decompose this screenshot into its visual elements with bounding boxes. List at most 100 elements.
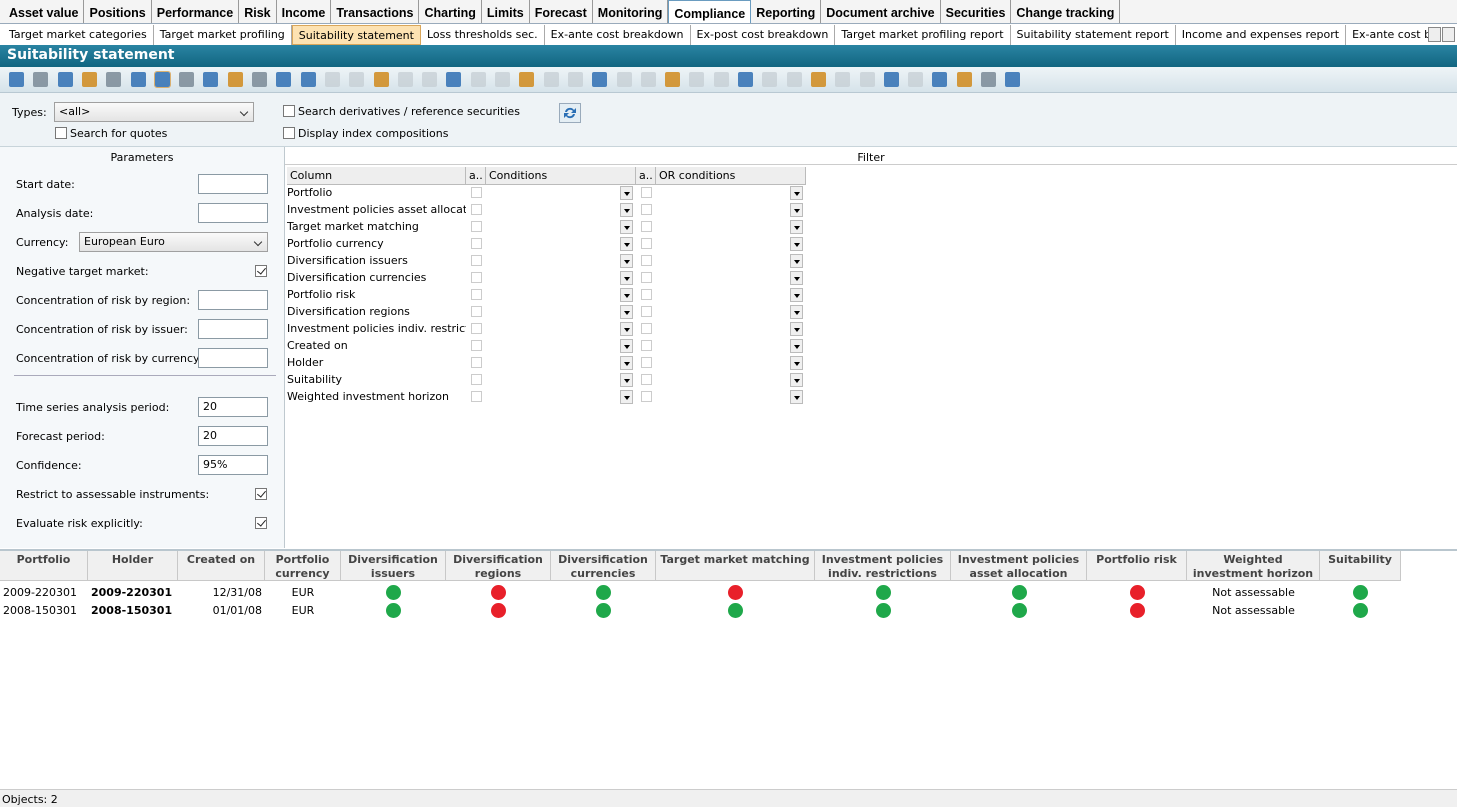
toolbar-button[interactable] — [470, 72, 486, 87]
toolbar-button[interactable] — [1005, 72, 1021, 87]
checkbox[interactable] — [641, 221, 652, 232]
column-header[interactable]: Portfolio — [0, 551, 88, 581]
main-tab[interactable]: Document archive — [821, 0, 941, 23]
scroll-left[interactable] — [1428, 27, 1441, 42]
types-select[interactable]: <all> — [54, 102, 254, 122]
text-input[interactable]: 20 — [198, 397, 268, 417]
checkbox[interactable] — [471, 238, 482, 249]
checkbox[interactable] — [641, 272, 652, 283]
toolbar-button[interactable] — [689, 72, 705, 87]
toolbar-button[interactable] — [276, 72, 292, 87]
column-header[interactable]: Created on — [178, 551, 265, 581]
toolbar-button[interactable] — [713, 72, 729, 87]
sub-tab[interactable]: Target market profiling report — [835, 25, 1011, 45]
dropdown[interactable] — [790, 220, 803, 234]
checkbox[interactable] — [255, 265, 267, 277]
column-header[interactable]: Diversification regions — [446, 551, 551, 581]
checkbox[interactable] — [471, 374, 482, 385]
toolbar-button[interactable] — [422, 72, 438, 87]
checkbox[interactable] — [641, 255, 652, 266]
toolbar-button[interactable] — [203, 72, 219, 87]
column-header[interactable]: Diversification issuers — [341, 551, 446, 581]
text-input[interactable] — [198, 319, 268, 339]
dropdown[interactable] — [620, 254, 633, 268]
main-tab[interactable]: Transactions — [331, 0, 420, 23]
dropdown[interactable] — [790, 339, 803, 353]
column-header[interactable]: Portfolio risk — [1087, 551, 1187, 581]
toolbar-button[interactable] — [227, 72, 243, 87]
checkbox[interactable] — [471, 221, 482, 232]
column-header[interactable]: Investment policies asset allocation — [951, 551, 1087, 581]
sub-tab[interactable]: Ex-ante cost breakdown report — [1346, 25, 1428, 45]
checkbox[interactable] — [471, 255, 482, 266]
toolbar-button[interactable] — [810, 72, 826, 87]
dropdown[interactable] — [620, 203, 633, 217]
toolbar-button[interactable] — [932, 72, 948, 87]
column-header[interactable]: Portfolio currency — [265, 551, 341, 581]
toolbar-button[interactable] — [908, 72, 924, 87]
text-input[interactable] — [198, 290, 268, 310]
sub-tab[interactable]: Ex-post cost breakdown — [691, 25, 836, 45]
toolbar-button[interactable] — [956, 72, 972, 87]
toolbar-button[interactable] — [300, 72, 316, 87]
toolbar-button[interactable] — [373, 72, 389, 87]
checkbox[interactable] — [471, 306, 482, 317]
dropdown[interactable] — [620, 339, 633, 353]
toolbar-button[interactable] — [592, 72, 608, 87]
toolbar-button[interactable] — [786, 72, 802, 87]
checkbox[interactable] — [255, 488, 267, 500]
toolbar-button[interactable] — [33, 72, 49, 87]
dropdown[interactable] — [790, 390, 803, 404]
checkbox[interactable] — [471, 272, 482, 283]
dropdown[interactable] — [790, 271, 803, 285]
toolbar-button[interactable] — [616, 72, 632, 87]
checkbox[interactable] — [641, 323, 652, 334]
column-header[interactable]: Holder — [88, 551, 178, 581]
dropdown[interactable] — [620, 305, 633, 319]
toolbar-button[interactable] — [349, 72, 365, 87]
checkbox[interactable] — [471, 323, 482, 334]
toolbar-button[interactable] — [495, 72, 510, 87]
dropdown[interactable] — [620, 237, 633, 251]
toolbar-button[interactable] — [397, 72, 413, 87]
select[interactable]: European Euro — [79, 232, 268, 252]
checkbox[interactable] — [641, 204, 652, 215]
text-input[interactable] — [198, 203, 268, 223]
dropdown[interactable] — [790, 203, 803, 217]
main-tab[interactable]: Performance — [152, 0, 240, 23]
text-input[interactable]: 20 — [198, 426, 268, 446]
checkbox[interactable] — [641, 374, 652, 385]
toolbar-button[interactable] — [762, 72, 778, 87]
scroll-right[interactable] — [1442, 27, 1455, 42]
dropdown[interactable] — [790, 305, 803, 319]
main-tab[interactable]: Risk — [239, 0, 277, 23]
checkbox[interactable] — [471, 391, 482, 402]
checkbox[interactable] — [641, 340, 652, 351]
checkbox[interactable] — [471, 187, 482, 198]
checkbox[interactable] — [471, 289, 482, 300]
checkbox[interactable] — [641, 391, 652, 402]
toolbar-button[interactable] — [179, 72, 195, 87]
checkbox[interactable] — [55, 127, 67, 139]
main-tab[interactable]: Asset value — [4, 0, 85, 23]
dropdown[interactable] — [790, 237, 803, 251]
toolbar-button[interactable] — [835, 72, 851, 87]
dropdown[interactable] — [620, 373, 633, 387]
toolbar-button[interactable] — [106, 72, 122, 87]
checkbox[interactable] — [471, 204, 482, 215]
refresh-button[interactable] — [559, 103, 581, 123]
main-tab[interactable]: Monitoring — [593, 0, 669, 23]
dropdown[interactable] — [620, 271, 633, 285]
checkbox[interactable] — [471, 340, 482, 351]
dropdown[interactable] — [790, 373, 803, 387]
toolbar-button[interactable] — [324, 72, 340, 87]
checkbox[interactable] — [641, 357, 652, 368]
toolbar-button[interactable] — [153, 71, 171, 88]
toolbar-button[interactable] — [9, 72, 24, 87]
column-header[interactable]: Investment policies indiv. restrictions — [815, 551, 951, 581]
main-tab[interactable]: Compliance — [668, 0, 752, 23]
sub-tab[interactable]: Suitability statement — [291, 25, 421, 45]
toolbar-button[interactable] — [130, 72, 146, 87]
column-header[interactable]: Suitability — [1320, 551, 1401, 581]
text-input[interactable] — [198, 348, 268, 368]
